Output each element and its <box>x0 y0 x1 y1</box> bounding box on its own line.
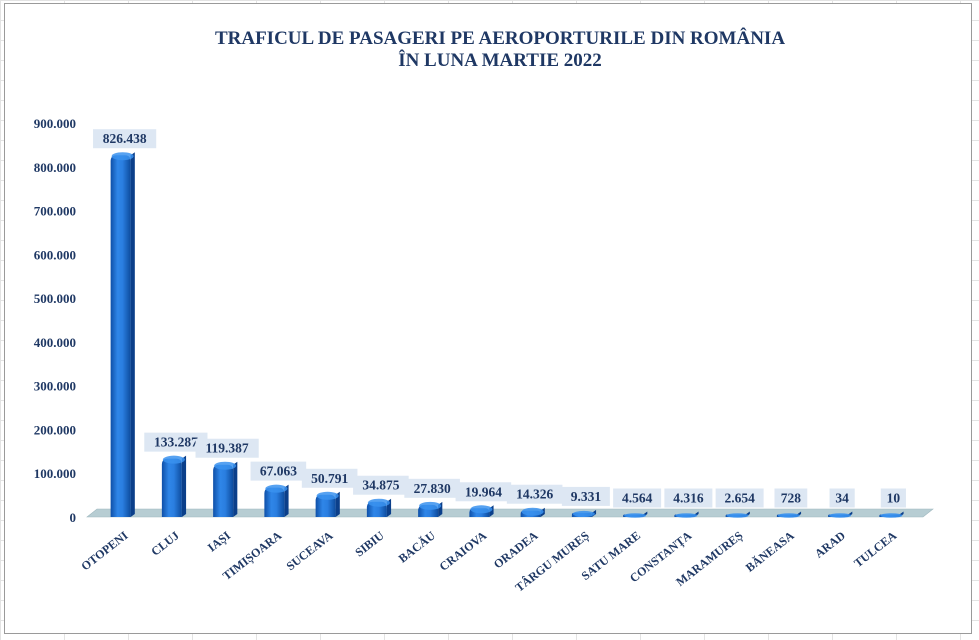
data-label: 19.964 <box>465 484 502 499</box>
bar-side <box>130 152 135 518</box>
data-label: 119.387 <box>206 441 249 456</box>
data-label: 2.654 <box>724 491 755 506</box>
bar-top <box>777 513 800 518</box>
data-label: 34.875 <box>362 478 399 493</box>
bar <box>264 487 285 517</box>
bar <box>213 464 234 517</box>
x-tick-label: SIBIU <box>352 528 387 559</box>
data-label-box <box>250 461 307 481</box>
bar-top <box>675 513 698 518</box>
bar-side <box>181 455 187 517</box>
bar-top <box>880 513 903 518</box>
x-tick-label: BACĂU <box>396 528 439 566</box>
bar-top <box>470 505 493 514</box>
y-tick-label: 700.000 <box>34 204 76 219</box>
y-tick-label: 400.000 <box>34 335 76 350</box>
chart-title: TRAFICUL DE PASAGERI PE AEROPORTURILE DI… <box>5 28 979 72</box>
data-label-box <box>353 475 409 495</box>
y-tick-label: 800.000 <box>34 160 76 175</box>
x-tick-label: BĂNEASA <box>743 528 797 575</box>
data-label-box <box>144 432 208 452</box>
bar-top <box>829 513 852 518</box>
data-label-box <box>715 488 764 508</box>
data-label-box <box>93 129 157 149</box>
data-label-box <box>664 488 713 508</box>
x-tick-label: CRAIOVA <box>437 528 490 574</box>
x-tick-label: ARAD <box>812 528 848 561</box>
data-label: 34 <box>835 491 849 506</box>
chart-title-line-1: TRAFICUL DE PASAGERI PE AEROPORTURILE DI… <box>214 28 786 49</box>
data-label-box <box>774 488 808 508</box>
data-label-box <box>880 488 906 508</box>
bar-top <box>162 455 185 464</box>
data-label-box <box>613 488 662 508</box>
data-label: 826.438 <box>103 131 147 146</box>
x-tick-label: TULCEA <box>851 528 899 570</box>
bar-top <box>265 484 288 493</box>
data-label-box <box>404 478 460 498</box>
data-label-box <box>829 488 855 508</box>
data-label: 27.830 <box>414 481 451 496</box>
bar-top <box>111 152 134 161</box>
bar-side <box>233 461 238 517</box>
y-tick-label: 500.000 <box>34 291 76 306</box>
data-label: 133.287 <box>154 435 198 450</box>
y-tick-label: 900.000 <box>34 116 76 131</box>
data-label-box <box>195 438 259 458</box>
y-tick-label: 600.000 <box>34 247 76 262</box>
chart-floor <box>86 508 934 518</box>
data-label-box <box>506 484 563 504</box>
x-tick-label: OTOPENI <box>78 528 130 573</box>
bar-top <box>367 498 390 507</box>
data-label-box <box>301 468 358 488</box>
y-tick-label: 100.000 <box>34 466 76 481</box>
x-tick-label: SUCEAVA <box>284 528 336 573</box>
bar-top <box>572 510 595 517</box>
data-label: 67.063 <box>260 464 297 479</box>
data-label-box <box>561 486 610 506</box>
x-tick-label: CLUJ <box>148 528 181 558</box>
bar-top <box>521 507 544 516</box>
data-label: 4.564 <box>622 491 653 506</box>
bar-top <box>316 491 339 500</box>
bar-side <box>284 484 289 517</box>
data-label: 728 <box>781 491 802 506</box>
bar-top <box>214 461 237 470</box>
data-label: 14.326 <box>516 487 553 502</box>
data-label-box <box>455 482 512 502</box>
bar-top <box>419 501 442 510</box>
y-tick-label: 0 <box>70 510 77 525</box>
bar <box>110 155 131 518</box>
chart-area[interactable]: TRAFICUL DE PASAGERI PE AEROPORTURILE DI… <box>4 3 972 634</box>
bar <box>315 494 336 517</box>
bar-top <box>624 513 647 518</box>
chart-title-line-2: ÎN LUNA MARTIE 2022 <box>398 50 602 71</box>
y-tick-label: 200.000 <box>34 422 76 437</box>
x-tick-label: ORADEA <box>491 528 541 571</box>
bar-side <box>335 491 340 517</box>
data-label: 4.316 <box>673 491 704 506</box>
data-label: 9.331 <box>571 489 602 504</box>
data-label: 50.791 <box>311 471 348 486</box>
bar <box>161 458 182 517</box>
x-tick-label: IAȘI <box>205 528 234 555</box>
y-tick-label: 300.000 <box>34 379 76 394</box>
data-label: 10 <box>887 491 901 506</box>
bar-top <box>726 513 749 518</box>
